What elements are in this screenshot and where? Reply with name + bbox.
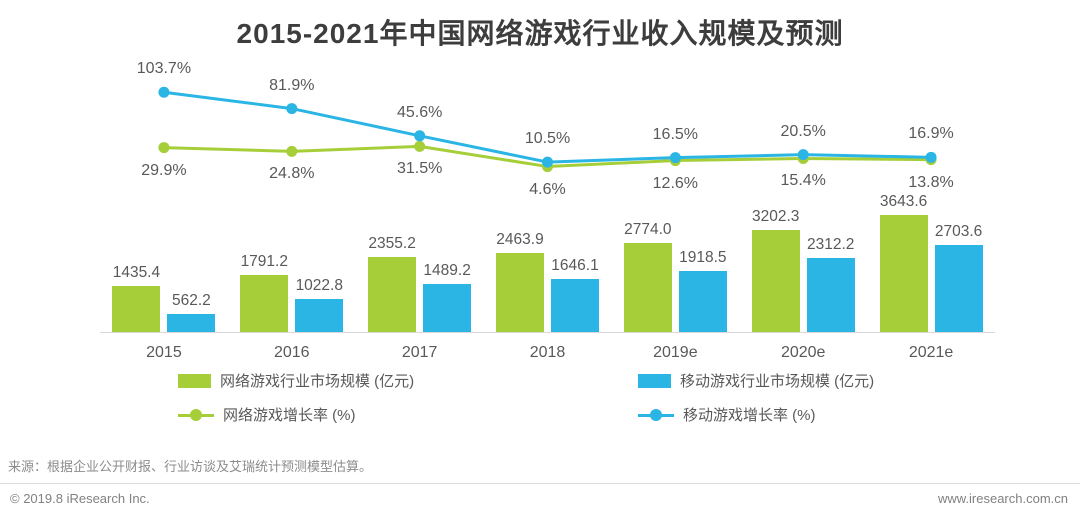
growth-rate-label: 15.4% [780, 172, 826, 190]
legend-item: 移动游戏增长率 (%) [638, 404, 816, 425]
data-point-green [286, 145, 298, 157]
x-axis-label: 2019e [653, 344, 698, 361]
data-point-blue [414, 130, 426, 142]
data-point-green [414, 140, 426, 152]
bar-value-label: 562.2 [172, 292, 211, 309]
growth-rate-label: 10.5% [524, 130, 571, 148]
bar-green-2017 [368, 256, 417, 332]
bar-value-label: 3643.6 [879, 193, 928, 211]
bar-blue-2018 [551, 279, 599, 332]
bar-value-label: 1791.2 [240, 252, 288, 270]
bar-value-label: 1646.1 [551, 257, 599, 275]
bar-blue-2015 [167, 314, 216, 332]
legend-label: 移动游戏行业市场规模 (亿元) [680, 373, 875, 390]
x-axis-line [100, 332, 995, 333]
data-point-blue [286, 103, 298, 115]
legend-item: 网络游戏行业市场规模 (亿元) [178, 370, 638, 391]
legend-label: 网络游戏行业市场规模 (亿元) [220, 373, 415, 390]
x-axis-label: 2018 [529, 344, 566, 361]
footer-divider [0, 483, 1080, 484]
bar-blue-2016 [295, 299, 344, 332]
growth-rate-label: 45.6% [396, 103, 443, 121]
legend-row: 网络游戏行业市场规模 (亿元) 移动游戏行业市场规模 (亿元) [178, 370, 874, 391]
legend-label: 移动游戏增长率 (%) [683, 407, 816, 424]
chart-title: 2015-2021年中国网络游戏行业收入规模及预测 [236, 18, 844, 49]
x-axis-label: 2020e [780, 344, 826, 361]
bar-blue-2020e [806, 258, 855, 332]
bar-value-label: 2312.2 [806, 236, 855, 253]
data-point-blue [158, 86, 170, 98]
bar-green-2019e [623, 243, 672, 332]
data-point-green [158, 142, 170, 154]
legend-label: 网络游戏增长率 (%) [223, 407, 356, 424]
growth-rate-label: 24.8% [269, 165, 315, 183]
footer-bar: © 2019.8 iResearch Inc. www.iresearch.co… [10, 491, 1068, 506]
bar-value-label: 1435.4 [112, 264, 161, 282]
bar-value-label: 2774.0 [624, 221, 672, 239]
bar-value-label: 1489.2 [423, 262, 471, 280]
growth-rate-label: 4.6% [529, 180, 566, 198]
bar-green-2021e [879, 215, 928, 332]
bar-value-label: 2355.2 [368, 234, 416, 252]
bar-blue-2017 [423, 284, 472, 332]
bar-green-2016 [240, 274, 289, 332]
bar-blue-2021e [934, 245, 983, 332]
growth-rate-label: 16.5% [652, 125, 699, 143]
growth-rate-label: 16.9% [908, 125, 954, 143]
legend-line-swatch-icon [178, 408, 214, 422]
x-axis-label: 2021e [908, 344, 954, 361]
growth-rate-label: 31.5% [396, 160, 443, 178]
data-point-blue [797, 149, 809, 161]
growth-rate-label: 13.8% [908, 173, 954, 191]
growth-rate-label: 103.7% [136, 60, 192, 78]
bar-green-2018 [496, 253, 544, 332]
x-axis-label: 2015 [146, 344, 182, 361]
growth-rate-label: 12.6% [652, 174, 699, 192]
x-axis-label: 2016 [273, 344, 310, 361]
legend-line-swatch-icon [638, 408, 674, 422]
data-point-blue [925, 151, 937, 163]
website-text: www.iresearch.com.cn [937, 491, 1068, 506]
copyright-text: © 2019.8 iResearch Inc. [10, 491, 150, 506]
legend-bar-swatch-icon [178, 373, 211, 388]
bar-value-label: 2703.6 [934, 223, 983, 241]
bar-value-label: 2463.9 [496, 231, 544, 249]
data-point-blue [669, 152, 681, 164]
bar-blue-2019e [678, 270, 727, 332]
growth-rate-label: 20.5% [780, 122, 826, 140]
source-note: 来源：根据企业公开财报、行业访谈及艾瑞统计预测模型估算。 [8, 459, 373, 474]
bar-value-label: 1022.8 [295, 277, 343, 295]
bar-value-label: 1918.5 [679, 248, 727, 266]
legend-bar-swatch-icon [638, 373, 671, 388]
x-axis-label: 2017 [401, 344, 438, 361]
legend-row: 网络游戏增长率 (%) 移动游戏增长率 (%) [178, 404, 874, 425]
bar-green-2020e [751, 229, 800, 332]
bar-value-label: 3202.3 [751, 207, 800, 225]
legend-item: 网络游戏增长率 (%) [178, 404, 638, 425]
growth-rate-label: 81.9% [269, 76, 315, 94]
legend: 网络游戏行业市场规模 (亿元) 移动游戏行业市场规模 (亿元) 网络游戏增长率 (%… [178, 370, 874, 438]
data-point-blue [542, 156, 553, 168]
bar-green-2015 [112, 286, 161, 332]
growth-rate-label: 29.9% [141, 161, 187, 179]
legend-item: 移动游戏行业市场规模 (亿元) [638, 370, 874, 391]
